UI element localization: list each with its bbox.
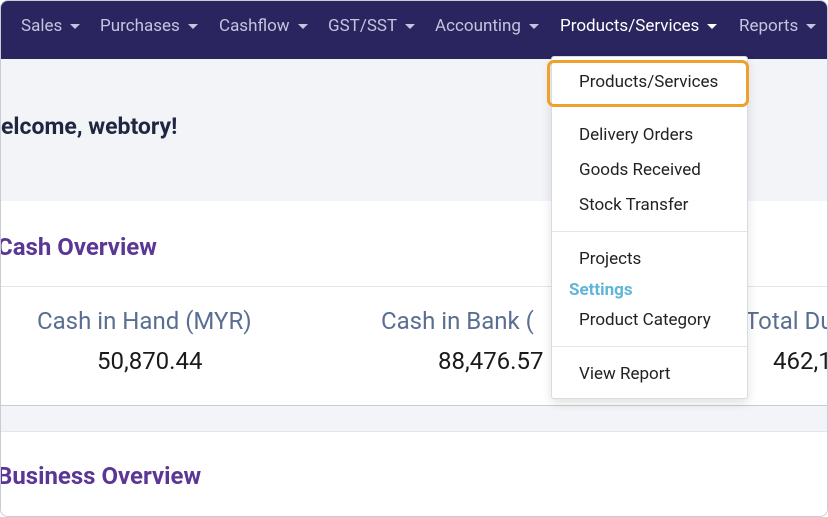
- stat-label: Cash in Hand (MYR): [37, 307, 252, 335]
- nav-item[interactable]: GST/SST: [328, 15, 415, 37]
- stat-value: 462,1: [773, 347, 828, 375]
- menu-item[interactable]: View Report: [579, 364, 671, 384]
- section-title: Business Overview: [0, 462, 202, 490]
- business-card: [1, 431, 827, 516]
- stat-value: 50,870.44: [97, 347, 203, 375]
- nav-item[interactable]: Accounting: [435, 15, 539, 37]
- stat-label: Total Du: [745, 307, 828, 335]
- menu-header: Settings: [569, 280, 633, 300]
- menu-item[interactable]: Product Category: [579, 310, 711, 330]
- nav-item[interactable]: Products/Services: [560, 15, 717, 37]
- menu-divider: [552, 346, 747, 347]
- nav-item[interactable]: Sales: [21, 15, 80, 37]
- section-title: Cash Overview: [0, 233, 157, 261]
- divider: [1, 286, 827, 287]
- stat-label: Cash in Bank (: [381, 307, 534, 335]
- menu-item[interactable]: Goods Received: [579, 160, 701, 180]
- nav-item[interactable]: Reports: [739, 15, 816, 37]
- nav-item[interactable]: Purchases: [100, 15, 198, 37]
- nav-bar: Sales Purchases Cashflow GST/SST Account…: [1, 1, 827, 59]
- welcome-text: elcome, webtory!: [1, 113, 178, 140]
- menu-item[interactable]: Products/Services: [579, 72, 719, 92]
- dropdown-menu: Products/Services Delivery Orders Goods …: [551, 56, 748, 399]
- nav-item[interactable]: Cashflow: [219, 15, 308, 37]
- menu-item[interactable]: Stock Transfer: [579, 195, 689, 215]
- stat-value: 88,476.57: [438, 347, 544, 375]
- menu-divider: [552, 231, 747, 232]
- highlight-box: [547, 60, 749, 107]
- menu-item[interactable]: Projects: [579, 249, 642, 269]
- menu-item[interactable]: Delivery Orders: [579, 125, 694, 145]
